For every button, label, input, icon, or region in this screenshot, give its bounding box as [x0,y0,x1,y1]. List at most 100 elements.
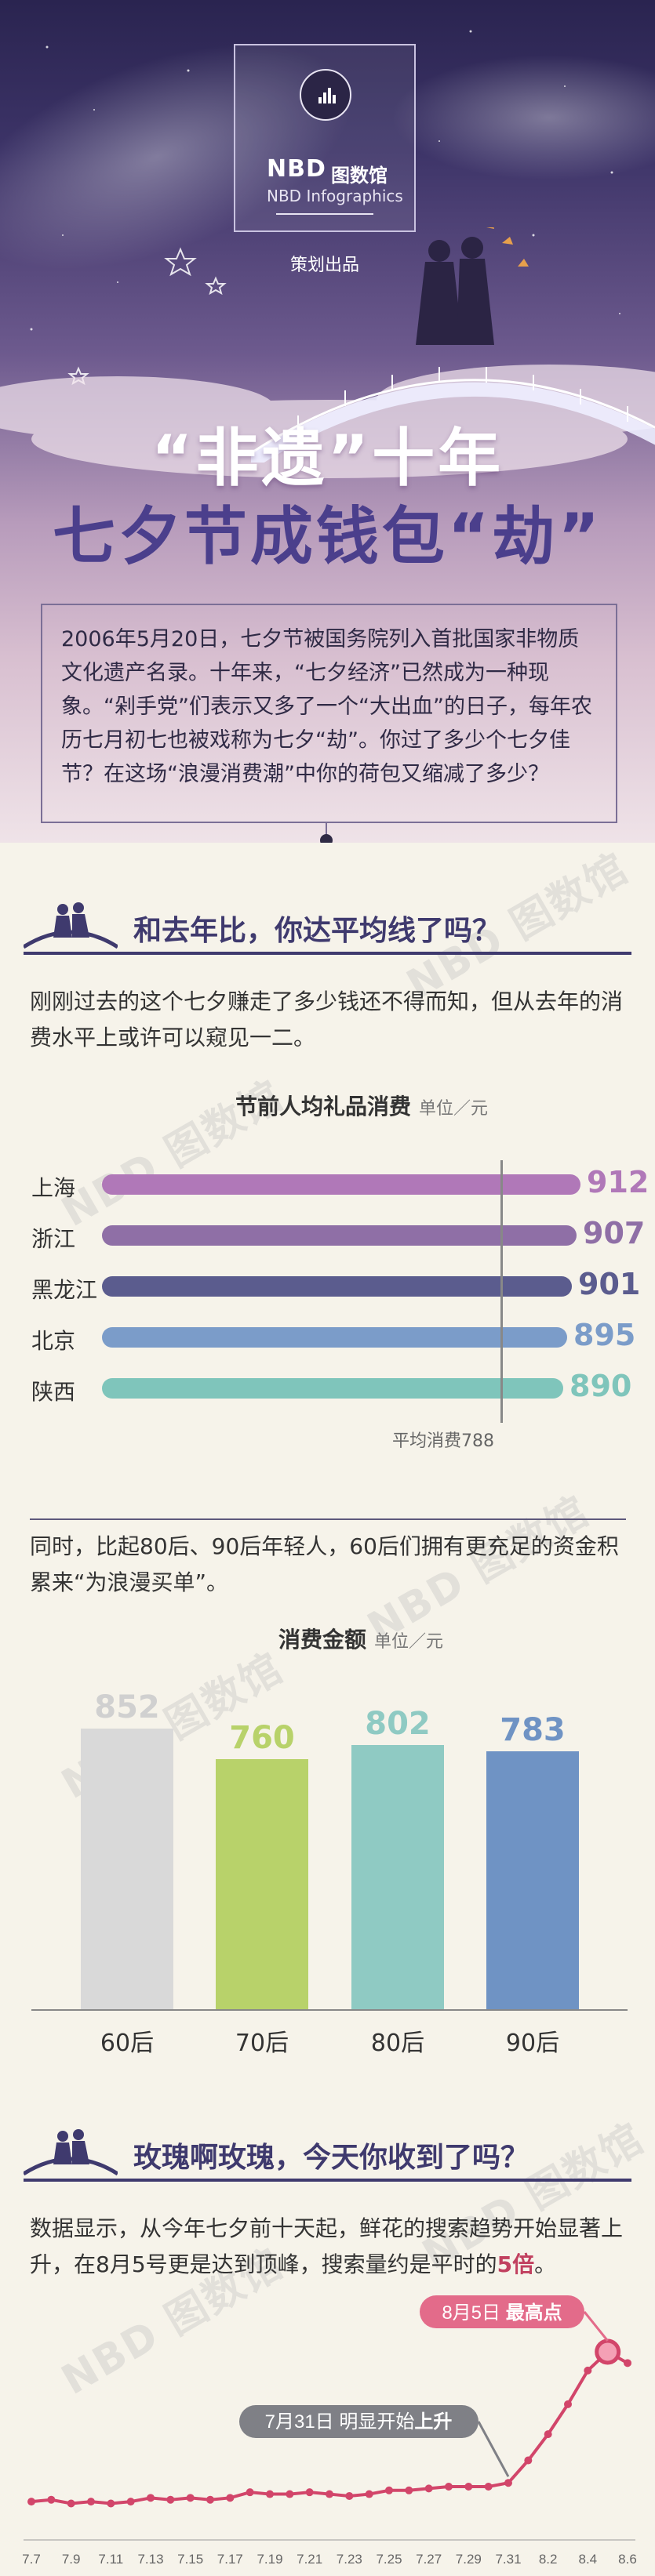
chart1-row: 上海 912 [31,1165,649,1201]
intro-dot [320,834,333,843]
chart1-bar [102,1225,577,1246]
chart3-point [326,2490,333,2498]
chart1-average-line [500,1160,503,1423]
chart3-point [524,2456,533,2465]
chart1-row: 陕西 890 [31,1369,632,1405]
section-heading-1: 和去年比，你达平均线了吗？ [24,902,631,955]
chart2-unit: 单位／元 [374,1632,444,1652]
chart3-rise-date: 7月31日 [265,2411,340,2433]
chart1-category-label: 上海 [31,1175,76,1201]
chart3-point [87,2498,95,2506]
chart3-tick-label: 8.2 [539,2552,558,2567]
chart2-axis [31,2009,628,2011]
chart1-value-label: 890 [569,1369,632,1403]
chart3-point [27,2498,35,2506]
page-title-line2: 七夕节成钱包“劫” [52,500,603,573]
chart3-tick-label: 7.29 [456,2552,482,2567]
chart2-title: 消费金额 单位／元 [278,1623,443,1654]
chart1-category-label: 北京 [31,1328,76,1354]
chart2-value-label: 783 [500,1712,566,1748]
section2-paragraph: 数据显示，从今年七夕前十天起，鲜花的搜索趋势开始显著上升，在8月5号更是达到顶峰… [30,2211,626,2283]
chart3-point [424,2484,433,2493]
chart1-bar [102,1378,563,1399]
chart3-point [147,2494,155,2502]
chart1-average-label: 平均消费788 [392,1431,494,1451]
section-rule [24,952,631,955]
intro-box: 2006年5月20日，七夕节被国务院列入首批国家非物质文化遗产名录。十年来，“七… [41,604,617,823]
chart3-point [286,2490,294,2498]
chart3-point [206,2495,214,2504]
chart1-category-label: 陕西 [31,1379,76,1405]
logo-made-text: 策划出品 [289,256,359,275]
chart3-tick-label: 8.6 [618,2552,637,2567]
section2-paragraph-text: 数据显示，从今年七夕前十天起，鲜花的搜索趋势开始显著上升，在8月5号更是达到顶峰… [30,2215,624,2277]
chart2-bar [216,1759,308,2009]
hero-background-art [0,30,655,478]
chart3-point [166,2495,175,2504]
chart3-point [464,2483,473,2491]
chart2-value-label: 760 [229,1720,295,1756]
chart2-bar [81,1729,173,2009]
chart2-category-label: 90后 [505,2030,560,2057]
chart3-rise-text: 明显开始 [339,2411,414,2433]
section-heading-text: 和去年比，你达平均线了吗？ [133,915,501,947]
chart3-point [595,2338,621,2365]
intro-text: 2006年5月20日，七夕节被国务院列入首批国家非物质文化遗产名录。十年来，“七… [61,627,592,786]
chart3-point [107,2499,115,2508]
chart3-point [405,2486,413,2494]
chart3-point [624,2359,631,2367]
chart1-category-label: 浙江 [31,1226,76,1252]
chart3-line-chart: 7.7 7.9 7.11 7.13 7.15 7.17 7.19 7.21 7.23 7.25 7.… [22,2295,637,2567]
hero-banner: NBD 图数馆 NBD Infographics 策划出品 “非遗”十年 七夕节… [0,0,655,843]
chart3-point [564,2400,572,2408]
nbd-logo-box: NBD 图数馆 NBD Infographics 策划出品 [234,44,416,275]
chart3-tick-label: 7.7 [22,2552,41,2567]
chart3-tick-label: 7.15 [177,2552,203,2567]
chart1-row: 黑龙江 901 [31,1267,640,1303]
chart3-tick-label: 7.13 [137,2552,163,2567]
chart1-row: 北京 895 [31,1318,635,1354]
chart1-bar [102,1174,580,1195]
chart3-tick-label: 7.27 [416,2552,442,2567]
chart1-category-label: 黑龙江 [31,1277,98,1303]
section-heading-2: 玫瑰啊玫瑰，今天你收到了吗？ [24,2128,631,2182]
chart3-tick-label: 7.19 [257,2552,282,2567]
chart3-point [47,2495,56,2504]
chart1-value-label: 895 [573,1318,636,1352]
chart3-point [385,2486,393,2494]
chart3-rise-annotation: 7月31日 明显开始上升 [239,2405,510,2477]
chart3-tick-label: 7.25 [376,2552,402,2567]
chart2-category-label: 70后 [235,2030,289,2057]
chart-logo-icon [300,69,351,121]
chart3-peak-annotation: 8月5日 最高点 [420,2295,609,2342]
svg-text:8月5日 最高点: 8月5日 最高点 [442,2302,562,2324]
chart3-rise-text-bold: 上升 [414,2411,452,2433]
chart3-tick-label: 7.31 [495,2552,521,2567]
svg-text:7月31日 明显开始上升: 7月31日 明显开始上升 [265,2411,453,2433]
section-divider [30,1518,626,1520]
chart3-peak-text: 最高点 [506,2302,562,2324]
chart3-point [365,2490,373,2498]
chart3-point [504,2479,512,2487]
chart1-title: 节前人均礼品消费 单位／元 [235,1090,488,1121]
chart2-bar [486,1751,579,2009]
chart3-point [484,2483,493,2491]
logo-chinese-text: 图数馆 [331,165,388,187]
chart3-point [67,2499,75,2508]
chart3-tick-label: 7.17 [217,2552,243,2567]
chart2-category-label: 80后 [370,2030,425,2057]
chart2-category-label: 60后 [100,2030,155,2057]
chart3-tick-label: 7.23 [337,2552,362,2567]
section2-highlight: 5倍 [497,2251,535,2277]
intro-connector [326,823,327,836]
section2-paragraph-end: 。 [534,2251,557,2277]
logo-divider [276,213,373,215]
chart1-row: 浙江 907 [31,1216,645,1252]
chart3-peak-date: 8月5日 [442,2302,505,2324]
couple-icon [24,902,118,949]
couple-silhouette [416,227,529,345]
section1-paragraph: 刚刚过去的这个七夕赚走了多少钱还不得而知，但从去年的消费水平上或许可以窥见一二。 [30,989,624,1050]
chart3-point [266,2490,274,2498]
chart3-point [226,2494,235,2502]
chart1-value-label: 907 [583,1216,646,1250]
